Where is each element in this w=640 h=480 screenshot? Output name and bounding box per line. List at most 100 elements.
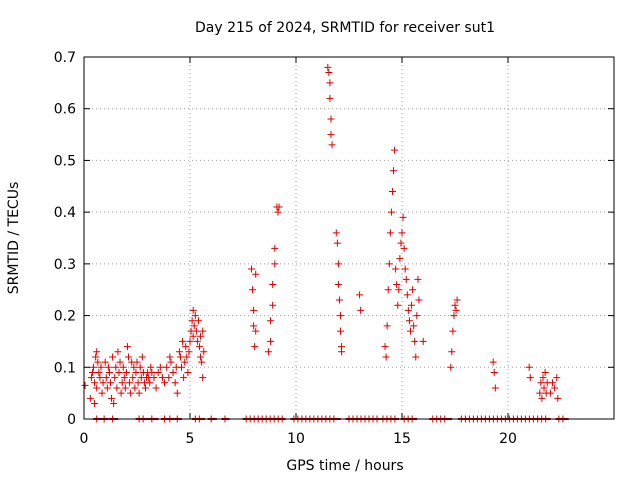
data-point	[147, 363, 155, 371]
data-point	[326, 94, 334, 102]
data-point	[196, 343, 204, 351]
data-point	[193, 337, 201, 345]
data-point	[176, 353, 184, 361]
data-point	[386, 229, 394, 237]
data-point	[194, 317, 202, 325]
data-point	[87, 374, 95, 382]
data-point	[90, 363, 98, 371]
grid	[84, 57, 614, 419]
data-point	[111, 374, 119, 382]
data-point	[126, 379, 134, 387]
data-point	[198, 358, 206, 366]
y-tick-label: 0	[67, 412, 76, 428]
data-point	[92, 353, 100, 361]
data-point	[190, 322, 198, 330]
data-point	[491, 384, 499, 392]
data-point	[141, 384, 149, 392]
data-point	[97, 363, 105, 371]
y-tick-label: 0.7	[54, 50, 76, 66]
data-point	[154, 368, 162, 376]
data-point	[183, 353, 191, 361]
data-point	[546, 389, 554, 397]
data-point	[191, 312, 199, 320]
data-point	[251, 343, 259, 351]
data-point	[122, 368, 130, 376]
data-point	[181, 358, 189, 366]
data-point	[383, 322, 391, 330]
data-point	[413, 312, 421, 320]
data-point	[411, 337, 419, 345]
data-point	[264, 348, 272, 356]
axis-ticks: 0 5 10 15 20 0 0.1 0.2 0.3 0.4 0.5 0.6 0.7	[54, 50, 614, 447]
data-point	[107, 379, 114, 387]
data-point	[539, 374, 547, 382]
data-point	[173, 389, 181, 397]
data-point	[134, 379, 142, 387]
data-point	[337, 327, 345, 335]
data-point	[121, 384, 129, 392]
x-tick-label: 10	[287, 431, 305, 447]
data-point	[93, 384, 101, 392]
data-point	[356, 291, 364, 299]
data-point	[490, 368, 498, 376]
data-point	[192, 327, 200, 335]
data-point	[453, 296, 461, 304]
data-point	[146, 379, 154, 387]
data-point	[399, 213, 407, 221]
data-point	[388, 187, 396, 195]
data-point	[99, 379, 107, 387]
data-point	[267, 337, 275, 345]
plot-frame	[83, 56, 615, 420]
y-tick-label: 0.3	[54, 257, 76, 273]
y-tick-label: 0.1	[54, 360, 76, 376]
data-point	[171, 379, 179, 387]
data-point	[102, 374, 110, 382]
data-point	[110, 399, 118, 407]
data-point	[104, 363, 112, 371]
data-point	[335, 296, 343, 304]
data-point	[267, 317, 275, 325]
data-point	[129, 374, 137, 382]
data-point	[271, 244, 279, 252]
data-point	[419, 337, 427, 345]
data-point	[525, 363, 533, 371]
data-point	[115, 368, 123, 376]
data-point	[197, 332, 205, 340]
data-point	[338, 348, 346, 356]
data-point	[148, 368, 156, 376]
data-point	[271, 260, 279, 268]
data-point	[169, 368, 177, 376]
data-point	[112, 363, 120, 371]
data-point	[406, 327, 414, 335]
data-point	[392, 265, 400, 273]
data-point	[130, 363, 138, 371]
data-point	[387, 208, 395, 216]
data-point	[91, 379, 99, 387]
data-point	[93, 348, 101, 356]
data-point	[252, 327, 260, 335]
data-point	[133, 358, 141, 366]
data-point	[327, 131, 335, 139]
data-point	[404, 306, 412, 314]
data-point	[551, 384, 559, 392]
data-point	[326, 79, 334, 87]
data-point	[163, 363, 171, 371]
data-point	[526, 374, 534, 382]
data-point	[158, 374, 166, 382]
data-point	[332, 229, 340, 237]
data-point	[269, 301, 277, 309]
data-point	[116, 358, 124, 366]
data-point	[86, 394, 94, 402]
data-point	[385, 260, 393, 268]
data-point	[489, 358, 497, 366]
data-point	[108, 394, 116, 402]
data-point	[166, 353, 174, 361]
data-point	[537, 379, 545, 387]
data-point	[109, 353, 117, 361]
data-point	[179, 337, 187, 345]
data-point	[409, 286, 417, 294]
data-point	[401, 265, 409, 273]
data-point	[125, 353, 133, 361]
data-point	[540, 384, 548, 392]
data-point	[250, 322, 258, 330]
